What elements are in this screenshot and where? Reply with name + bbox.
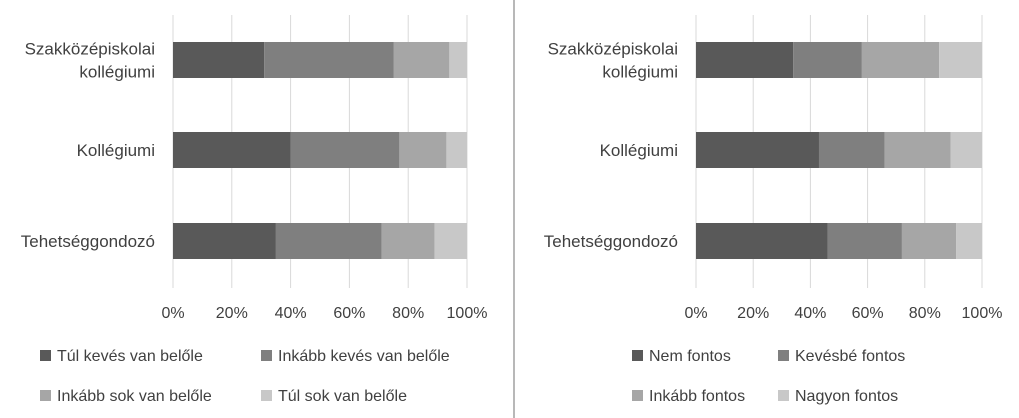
category-label: Kollégiumi [77, 141, 155, 160]
bar-segment [446, 132, 467, 168]
x-tick-label: 20% [216, 305, 248, 322]
legend-swatch [632, 390, 643, 401]
category-label: Tehetséggondozó [544, 232, 678, 251]
legend-swatch [40, 350, 51, 361]
bar-segment [173, 132, 291, 168]
x-tick-label: 100% [447, 305, 488, 322]
legend-swatch [632, 350, 643, 361]
bar-segment [275, 223, 382, 259]
category-label: Szakközépiskolai kollégiumi [25, 40, 155, 82]
bar-segment [434, 223, 467, 259]
x-tick-label: 20% [737, 305, 769, 322]
bar-segment [861, 42, 940, 78]
bar-segment [173, 223, 276, 259]
legend-swatch [261, 350, 272, 361]
bar-segment [950, 132, 982, 168]
bar-segment [901, 223, 957, 259]
x-tick-label: 100% [962, 305, 1003, 322]
x-tick-label: 40% [275, 305, 307, 322]
category-label: Szakközépiskolai kollégiumi [548, 40, 678, 82]
bar-segment [449, 42, 467, 78]
bar-segment [393, 42, 450, 78]
x-tick-label: 0% [161, 305, 184, 322]
legend-label: Túl kevés van belőle [57, 348, 203, 365]
legend-swatch [778, 350, 789, 361]
x-tick-label: 80% [909, 305, 941, 322]
x-tick-label: 60% [852, 305, 884, 322]
bar-segment [827, 223, 902, 259]
category-label: Kollégiumi [600, 141, 678, 160]
bar-segment [264, 42, 394, 78]
bar-segment [696, 132, 819, 168]
legend-swatch [40, 390, 51, 401]
legend-label: Inkább sok van belőle [57, 388, 212, 405]
x-tick-label: 0% [684, 305, 707, 322]
bar-segment [696, 42, 794, 78]
legend-label: Nem fontos [649, 348, 731, 365]
bar-segment [696, 223, 828, 259]
bar-segment [399, 132, 447, 168]
bar-segment [884, 132, 951, 168]
bar-segment [381, 223, 435, 259]
x-tick-label: 40% [794, 305, 826, 322]
bar-segment [173, 42, 265, 78]
bar-segment [956, 223, 982, 259]
chart-left: 0% 20% 40% 60% 80% 100% Szakközépiskolai kollég… [21, 15, 488, 405]
x-tick-label: 60% [333, 305, 365, 322]
legend-label: Kevésbé fontos [795, 348, 905, 365]
category-label: Tehetséggondozó [21, 232, 155, 251]
legend-label: Inkább kevés van belőle [278, 348, 450, 365]
legend-label: Nagyon fontos [795, 388, 898, 405]
x-tick-label: 80% [392, 305, 424, 322]
bar-segment [818, 132, 885, 168]
legend-label: Túl sok van belőle [278, 388, 407, 405]
legend-swatch [261, 390, 272, 401]
legend-swatch [778, 390, 789, 401]
legend-label: Inkább fontos [649, 388, 745, 405]
bar-segment [939, 42, 982, 78]
bar-segment [793, 42, 862, 78]
bar-segment [290, 132, 400, 168]
chart-right: 0% 20% 40% 60% 80% 100% Szakközépiskolai kollég… [544, 15, 1003, 405]
